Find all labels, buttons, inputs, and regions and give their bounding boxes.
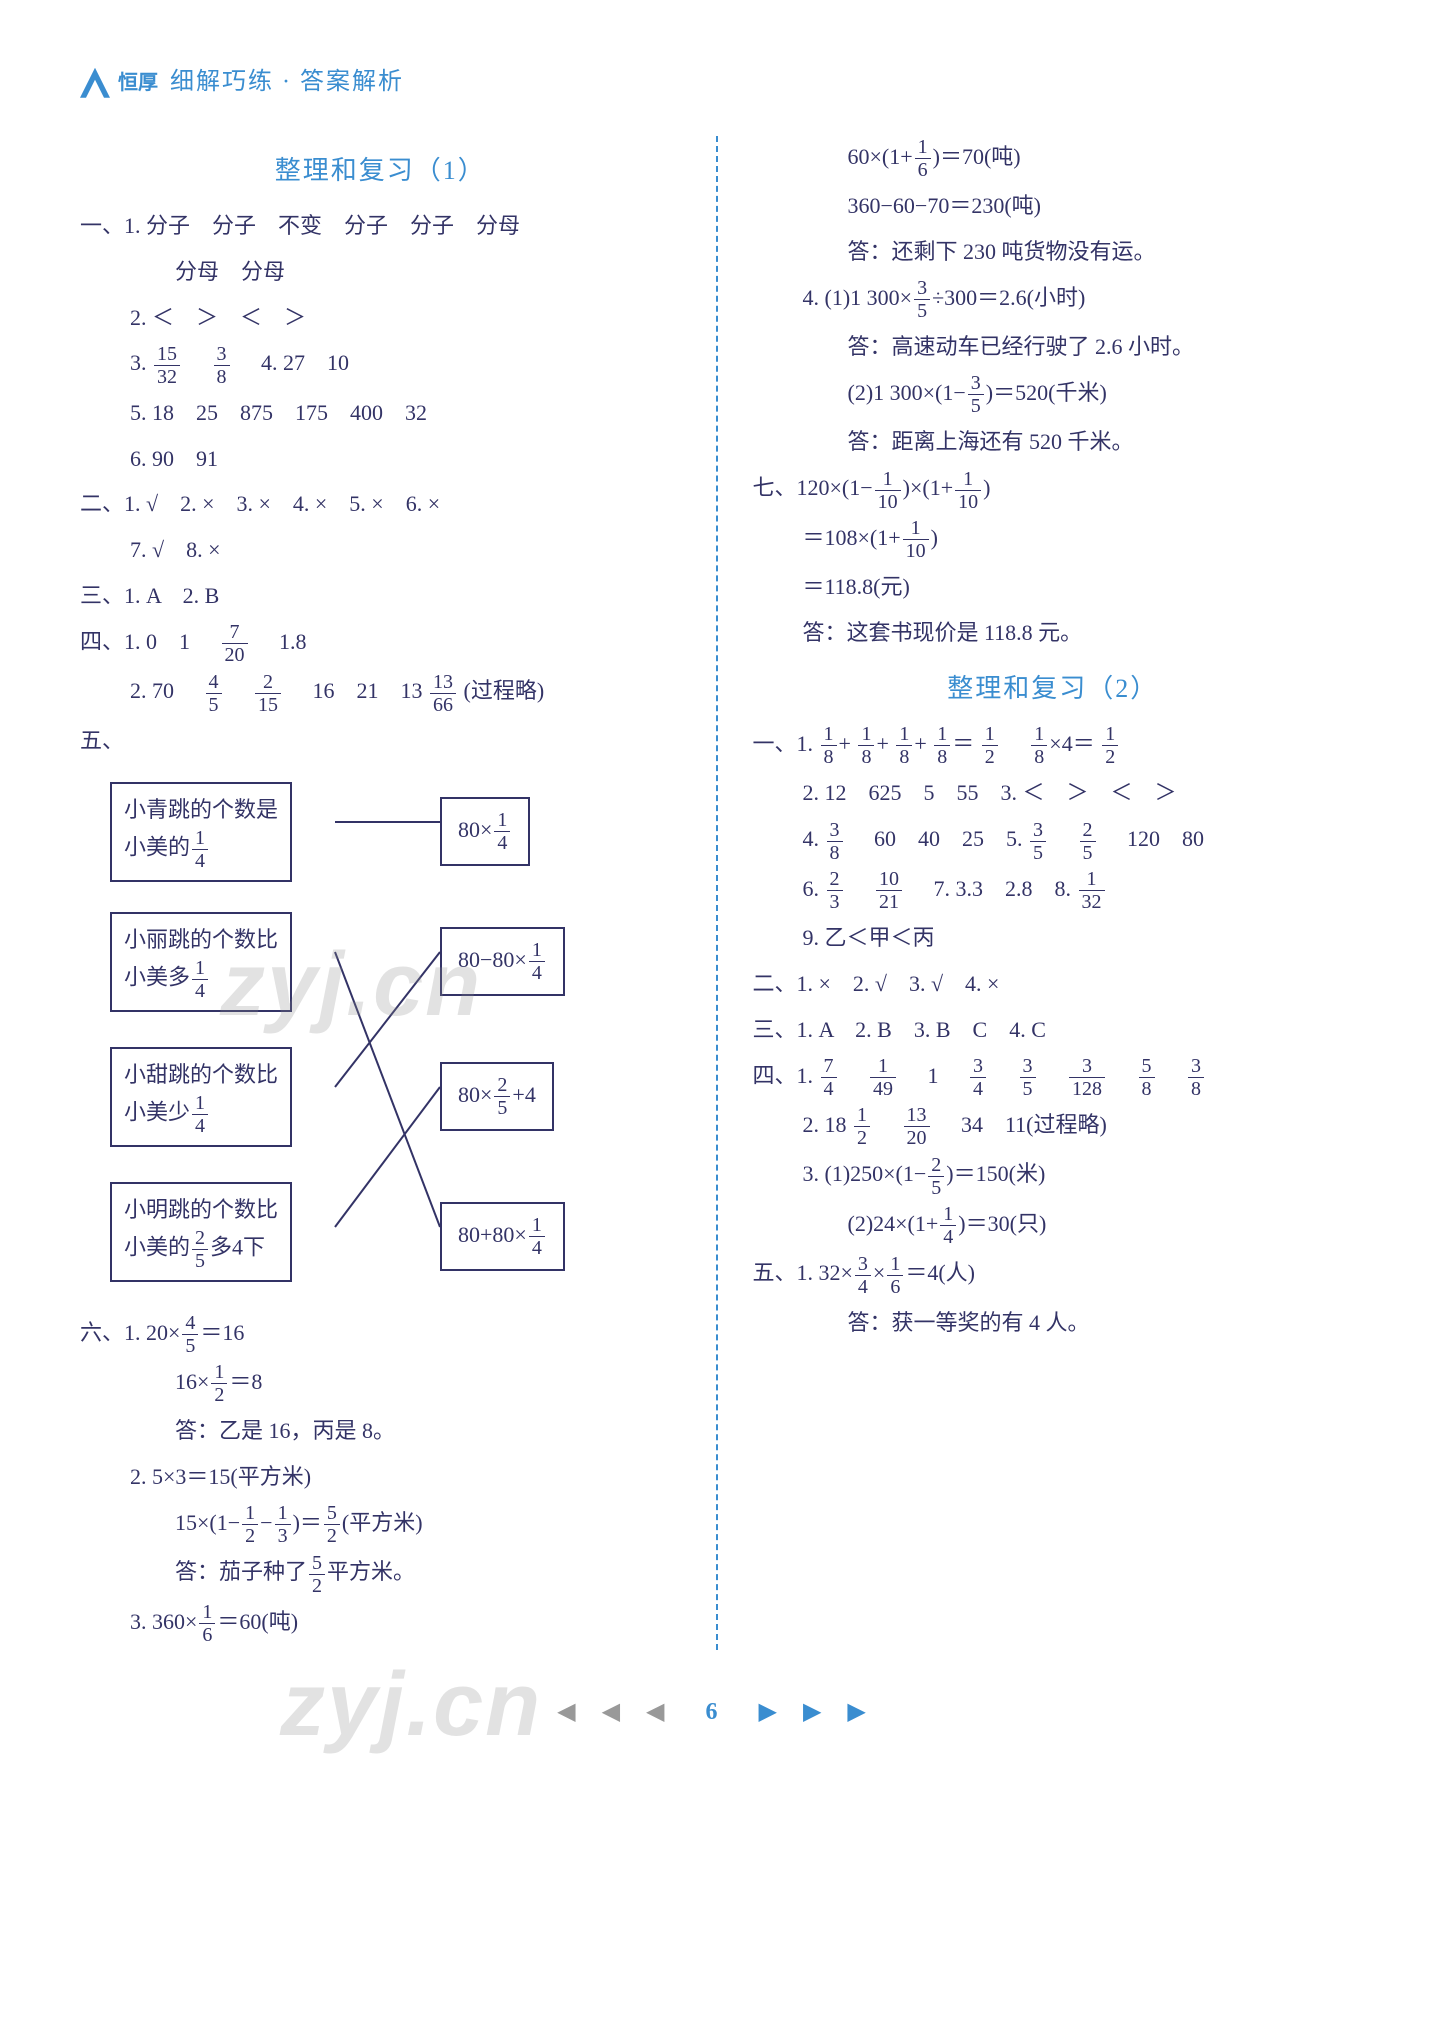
answer-line: ＝118.8(元) — [753, 566, 1354, 608]
content-columns: 整理和复习（1） 一、1. 分子 分子 不变 分子 分子 分母 分母 分母 2.… — [80, 136, 1353, 1651]
answer-line: 2. 5×3＝15(平方米) — [80, 1456, 681, 1498]
answer-line: 5. 18 25 875 175 400 32 — [80, 392, 681, 434]
answer-line: (2)1 300×(1−35)＝520(千米) — [753, 372, 1354, 417]
answer-line: 答：还剩下 230 吨货物没有运。 — [753, 231, 1354, 273]
triangle-right-icon: ▶ ▶ ▶ — [759, 1699, 876, 1725]
page-footer: ◀ ◀ ◀ 6 ▶ ▶ ▶ — [80, 1690, 1353, 1736]
match-ans: 80×14 — [440, 797, 530, 866]
fraction: 38 — [214, 343, 230, 388]
header-title: 细解巧练 · 答案解析 — [170, 60, 404, 106]
answer-line: 二、1. × 2. √ 3. √ 4. × — [753, 963, 1354, 1005]
answer-line: 四、1. 0 1 720 1.8 — [80, 621, 681, 666]
column-divider — [716, 136, 718, 1651]
fraction: 1532 — [154, 343, 180, 388]
section-five-label: 五、 — [80, 728, 124, 753]
answer-line: 3. 1532 38 4. 27 10 — [80, 342, 681, 387]
match-box: 小丽跳的个数比 小美多14 — [110, 912, 292, 1012]
answer-line: ＝108×(1+110) — [753, 517, 1354, 562]
answer-line: 2. 70 45 215 16 21 13 1366 (过程略) — [80, 670, 681, 715]
triangle-left-icon: ◀ ◀ ◀ — [557, 1699, 674, 1725]
answer-line: 15×(1−12−13)＝52(平方米) — [80, 1502, 681, 1547]
match-box: 小明跳的个数比 小美的25多4下 — [110, 1182, 292, 1282]
answer-line: 一、1. 分子 分子 不变 分子 分子 分母 — [80, 205, 681, 247]
answer-line: 4. 38 60 40 25 5. 35 25 120 80 — [753, 818, 1354, 863]
answer-line: 答：茄子种了52平方米。 — [80, 1551, 681, 1596]
matching-diagram: 小青跳的个数是 小美的14 80×14 小丽跳的个数比 小美多14 80−80×… — [110, 777, 681, 1297]
answer-line: 60×(1+16)＝70(吨) — [753, 136, 1354, 181]
answer-line: (2)24×(1+14)＝30(只) — [753, 1203, 1354, 1248]
match-ans: 80×25+4 — [440, 1062, 554, 1131]
answer-line: 9. 乙＜甲＜丙 — [753, 917, 1354, 959]
page-header: 恒厚 细解巧练 · 答案解析 — [80, 60, 1353, 106]
answer-line: 七、120×(1−110)×(1+110) — [753, 467, 1354, 512]
match-ans: 80−80×14 — [440, 927, 565, 996]
answer-line: 三、1. A 2. B — [80, 575, 681, 617]
answer-line: 二、1. √ 2. × 3. × 4. × 5. × 6. × — [80, 483, 681, 525]
answer-line: 分母 分母 — [80, 251, 681, 293]
answer-line: 2. 18 12 1320 34 11(过程略) — [753, 1104, 1354, 1149]
answer-line: 答：高速动车已经行驶了 2.6 小时。 — [753, 326, 1354, 368]
fraction: 720 — [222, 621, 248, 666]
answer-line: 答：乙是 16，丙是 8。 — [80, 1410, 681, 1452]
answer-line: 2. ＜ ＞ ＜ ＞ — [80, 297, 681, 339]
answer-line: 六、1. 20×45＝16 — [80, 1312, 681, 1357]
fraction: 45 — [206, 671, 222, 716]
section-title-1: 整理和复习（1） — [80, 146, 681, 195]
match-box: 小甜跳的个数比 小美少14 — [110, 1047, 292, 1147]
answer-line: 答：这套书现价是 118.8 元。 — [753, 612, 1354, 654]
answer-line: 四、1. 74 149 1 34 35 3128 58 38 — [753, 1055, 1354, 1100]
left-column: 整理和复习（1） 一、1. 分子 分子 不变 分子 分子 分母 分母 分母 2.… — [80, 136, 681, 1651]
logo-icon — [80, 68, 110, 98]
answer-line: 360−60−70＝230(吨) — [753, 185, 1354, 227]
answer-line: 一、1. 18+ 18+ 18+ 18＝ 12 18×4＝ 12 — [753, 723, 1354, 768]
right-column: 60×(1+16)＝70(吨) 360−60−70＝230(吨) 答：还剩下 2… — [753, 136, 1354, 1651]
answer-line: 3. 360×16＝60(吨) — [80, 1601, 681, 1646]
answer-line: 答：距离上海还有 520 千米。 — [753, 421, 1354, 463]
answer-line: 7. √ 8. × — [80, 529, 681, 571]
page-number: 6 — [706, 1699, 728, 1725]
match-box: 小青跳的个数是 小美的14 — [110, 782, 292, 882]
brand-text: 恒厚 — [118, 64, 158, 102]
fraction: 1366 — [430, 671, 456, 716]
answer-line: 三、1. A 2. B 3. B C 4. C — [753, 1009, 1354, 1051]
answer-line: 4. (1)1 300×35÷300＝2.6(小时) — [753, 277, 1354, 322]
fraction: 215 — [255, 671, 281, 716]
answer-line: 6. 90 91 — [80, 438, 681, 480]
match-ans: 80+80×14 — [440, 1202, 565, 1271]
answer-line: 2. 12 625 5 55 3. ＜ ＞ ＜ ＞ — [753, 772, 1354, 814]
section-title-2: 整理和复习（2） — [753, 664, 1354, 713]
answer-line: 答：获一等奖的有 4 人。 — [753, 1302, 1354, 1344]
answer-line: 6. 23 1021 7. 3.3 2.8 8. 132 — [753, 868, 1354, 913]
answer-line: 五、1. 32×34×16＝4(人) — [753, 1252, 1354, 1297]
answer-line: 16×12＝8 — [80, 1361, 681, 1406]
answer-line: 3. (1)250×(1−25)＝150(米) — [753, 1153, 1354, 1198]
